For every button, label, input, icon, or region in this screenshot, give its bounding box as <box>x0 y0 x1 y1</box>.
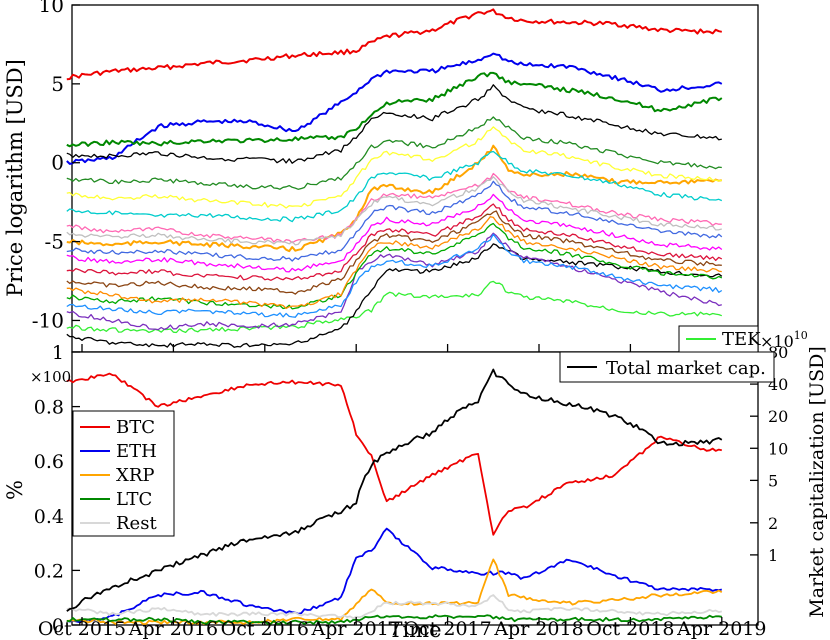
x-tick-label: Oct 2015 <box>38 618 126 640</box>
legend-label-eth: ETH <box>116 441 157 462</box>
price-line-xrp <box>66 144 723 253</box>
legend-label-ltc: LTC <box>116 489 152 510</box>
right-y-axis-label: Market capitalization [USD] <box>806 346 828 617</box>
right-y-tick-label: 1 <box>768 546 778 565</box>
share-line-btc <box>66 372 723 536</box>
bottom-y-tick-label: 0.2 <box>34 560 64 582</box>
price-line-tek <box>66 280 723 334</box>
right-y-multiplier-exponent: 10 <box>794 329 808 342</box>
price-line-coin-08 <box>66 172 722 244</box>
share-legend: BTC ETH XRP LTC Rest <box>72 410 175 537</box>
share-legend-box <box>72 410 175 537</box>
x-tick-label: Oct 2018 <box>586 618 674 640</box>
bottom-y-multiplier: ×100 <box>30 368 71 386</box>
x-axis-label: Time <box>388 618 441 640</box>
bottom-y-axis-label: % <box>3 480 27 500</box>
top-legend: TEK <box>678 325 761 353</box>
bottom-y-tick-label: 1 <box>52 342 64 364</box>
price-line-coin-10 <box>66 193 723 273</box>
price-line-coin-20 <box>66 216 722 310</box>
price-line-coin-06 <box>66 243 723 348</box>
market-cap-line <box>66 368 723 612</box>
price-line-coin-19 <box>66 84 722 164</box>
right-y-multiplier: ×1010 <box>760 329 808 351</box>
price-line-coin-16 <box>66 116 722 190</box>
top-y-tick-label: 5 <box>51 72 64 96</box>
top-y-axis: -10 -5 0 5 10 <box>32 0 80 332</box>
x-tick-label: Apr 2016 <box>128 618 218 640</box>
legend-label-btc: BTC <box>116 417 155 438</box>
x-tick-label: Oct 2016 <box>221 618 309 640</box>
bottom-y-tick-label: 0.4 <box>34 506 64 528</box>
top-y-tick-label: 10 <box>39 0 64 17</box>
bottom-y-tick-label: 0.8 <box>34 397 64 419</box>
share-line-rest <box>66 594 723 620</box>
top-legend-box <box>678 325 759 353</box>
legend-label-total-market-cap: Total market cap. <box>606 358 766 379</box>
legend-label-tek: TEK <box>722 329 761 350</box>
bottom-right-legend: Total market cap. <box>559 351 775 383</box>
right-y-tick-label: 20 <box>768 407 788 426</box>
bottom-y-axis: 0 0.2 0.4 0.6 0.8 1 <box>34 342 80 637</box>
price-line-coin-15 <box>66 176 722 246</box>
right-y-tick-label: 10 <box>768 439 788 458</box>
right-y-tick-label: 2 <box>768 514 778 533</box>
price-line-coin-14 <box>66 180 723 262</box>
x-tick-label: Apr 2017 <box>311 618 401 640</box>
top-plot-frame <box>71 4 759 353</box>
price-line-coin-18 <box>66 233 723 318</box>
price-line-coin-17 <box>66 203 723 281</box>
price-line-coin-12 <box>66 210 722 295</box>
bottom-y-tick-label: 0 <box>52 615 64 637</box>
price-line-coin-11 <box>66 126 722 209</box>
x-tick-label: Apr 2019 <box>676 618 766 640</box>
bottom-y-tick-label: 0.6 <box>34 451 64 473</box>
top-y-tick-label: -5 <box>45 230 64 254</box>
legend-label-xrp: XRP <box>116 465 154 486</box>
price-line-eth <box>66 52 723 165</box>
top-y-tick-label: -10 <box>32 308 64 332</box>
x-axis: Oct 2015 Apr 2016 Oct 2016 Apr 2017 Oct 2017… <box>38 344 766 640</box>
share-line-eth <box>66 527 722 623</box>
x-tick-label: Oct 2017 <box>403 618 491 640</box>
price-line-ltc <box>66 71 723 148</box>
right-y-tick-label: 5 <box>768 471 778 490</box>
top-series-group <box>66 8 723 348</box>
price-line-coin-09 <box>66 150 723 223</box>
bottom-plot-frame <box>71 351 759 626</box>
share-line-ltc <box>66 614 722 625</box>
x-tick-label: Apr 2018 <box>493 618 583 640</box>
top-y-tick-label: 0 <box>51 151 64 175</box>
price-line-btc <box>66 8 722 81</box>
right-y-multiplier-base: ×10 <box>760 332 794 351</box>
top-y-axis-label: Price logarithm [USD] <box>3 59 27 297</box>
legend-label-rest: Rest <box>116 513 157 534</box>
bottom-series-group <box>66 368 723 625</box>
price-line-coin-07 <box>66 232 722 331</box>
